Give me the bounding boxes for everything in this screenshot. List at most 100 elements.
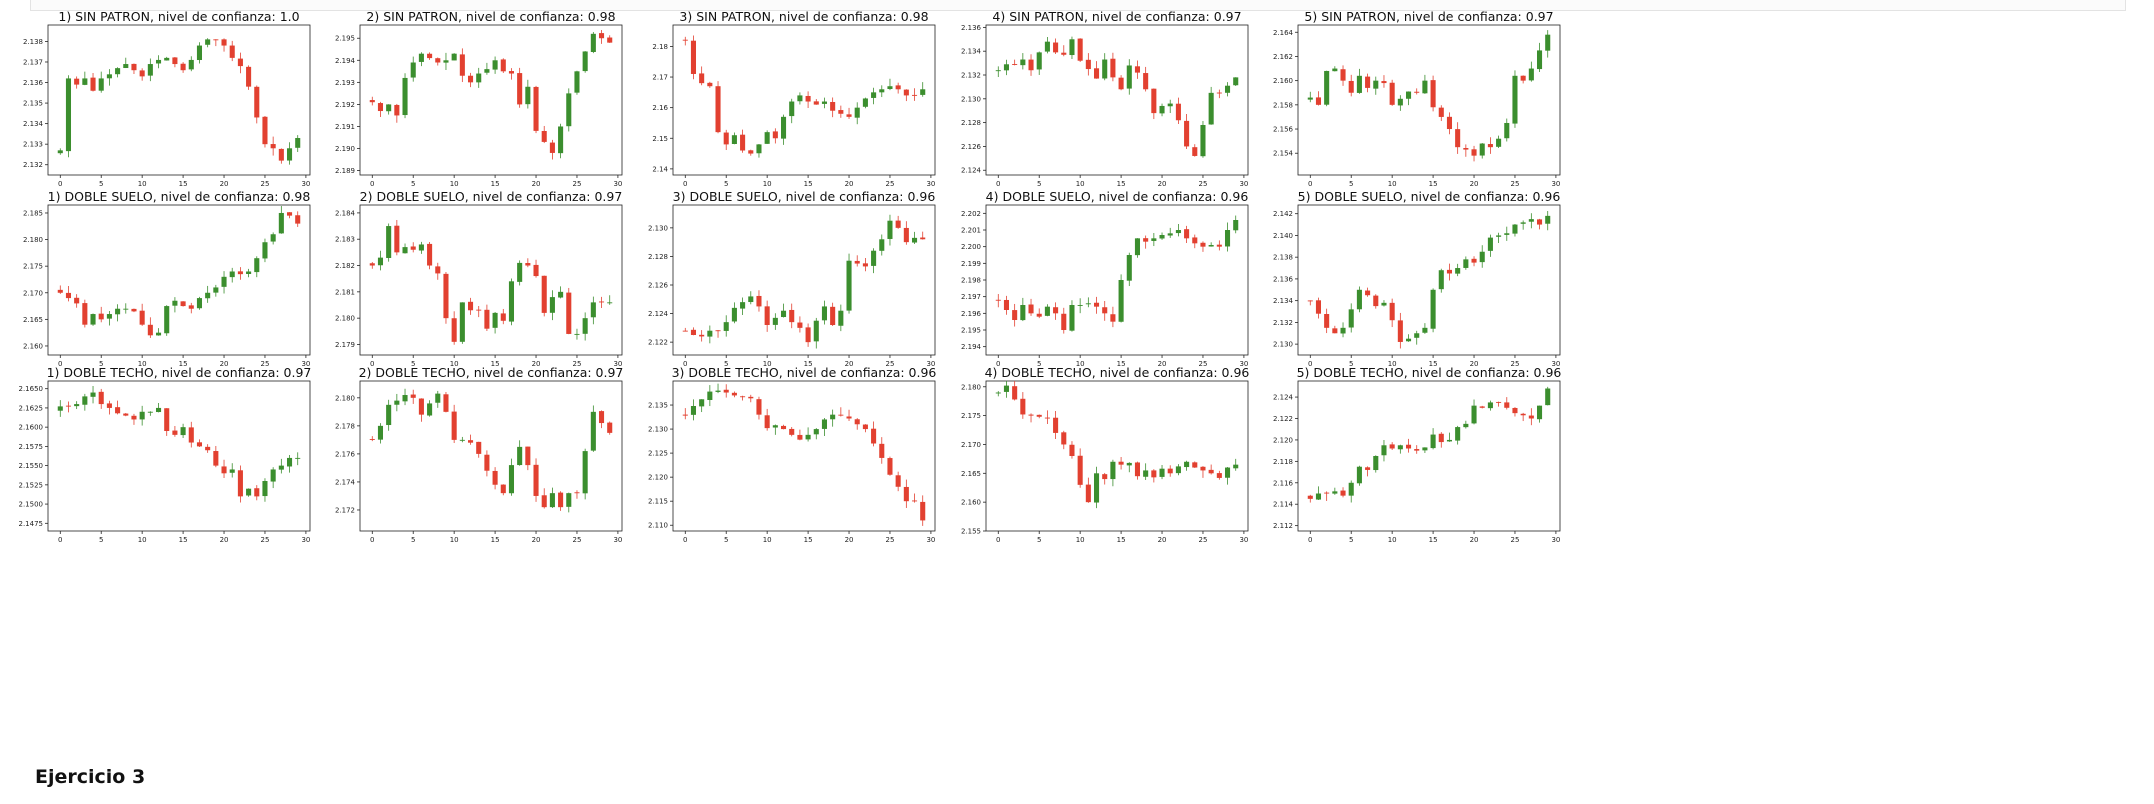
x-tick-label: 25: [261, 536, 270, 544]
candle: [196, 296, 203, 310]
x-tick-label: 10: [138, 180, 147, 188]
candle-body: [1536, 219, 1543, 225]
x-tick-label: 5: [411, 360, 415, 368]
x-tick-label: 30: [1551, 360, 1560, 368]
x-tick-label: 30: [301, 360, 310, 368]
candle-body: [1151, 88, 1157, 114]
candle-body: [566, 292, 572, 334]
candle-body: [1077, 455, 1083, 485]
candle: [139, 68, 145, 81]
candle: [196, 439, 203, 448]
candle: [1167, 227, 1173, 238]
candle-body: [598, 411, 605, 424]
candle: [1216, 89, 1222, 99]
candle-body: [887, 86, 893, 90]
candle: [278, 206, 284, 234]
candle: [715, 81, 721, 134]
candle-body: [221, 39, 227, 46]
candle-body: [221, 276, 227, 287]
candle: [1405, 438, 1412, 453]
candle: [1028, 54, 1034, 76]
x-tick-label: 10: [763, 360, 772, 368]
y-tick-label: 2.197: [961, 293, 981, 301]
candle: [723, 384, 729, 398]
candle: [871, 248, 877, 274]
candle-body: [1307, 97, 1313, 100]
candle: [549, 139, 555, 160]
candle: [707, 81, 713, 88]
candle-body: [1192, 462, 1198, 468]
candle-body: [1184, 229, 1190, 239]
candle: [221, 271, 227, 294]
candle: [508, 278, 515, 326]
candle-body: [164, 408, 170, 431]
x-tick-label: 15: [1117, 360, 1126, 368]
candle-body: [172, 57, 178, 65]
candle: [1356, 286, 1362, 313]
plot-frame: [47, 24, 311, 176]
x-tick-label: 10: [1076, 536, 1085, 544]
candle: [147, 411, 153, 416]
candle: [1085, 297, 1091, 308]
candle-body: [1143, 73, 1149, 90]
candle: [1077, 298, 1083, 314]
chart-title: 1) DOBLE SUELO, nivel de confianza: 0.98: [48, 189, 311, 204]
candle: [221, 459, 227, 479]
chart-title: 3) DOBLE TECHO, nivel de confianza: 0.96: [672, 365, 937, 380]
candle: [369, 436, 375, 442]
candle: [1504, 118, 1510, 142]
candle-body: [549, 297, 555, 313]
candle: [188, 421, 194, 448]
candle-body: [1028, 414, 1034, 416]
candle-body: [1528, 68, 1534, 81]
candle-body: [286, 457, 293, 467]
x-tick-label: 20: [1470, 180, 1479, 188]
candle: [1528, 213, 1534, 229]
y-tick-label: 2.160: [961, 499, 981, 507]
candle: [813, 317, 819, 349]
candle-body: [1167, 103, 1173, 107]
candle-body: [1069, 444, 1075, 456]
candle-body: [707, 82, 713, 87]
candle-body: [1126, 462, 1132, 466]
y-tick-label: 2.156: [1273, 126, 1294, 134]
candle: [74, 401, 80, 410]
candle-body: [1028, 59, 1034, 71]
candle: [1315, 486, 1322, 500]
candle: [1405, 91, 1412, 106]
candle: [427, 400, 433, 417]
candle: [1061, 307, 1067, 334]
candle: [82, 299, 88, 328]
candle-body: [525, 86, 531, 105]
candle-body: [862, 263, 868, 267]
candle-body: [1143, 238, 1149, 242]
candle-body: [196, 298, 203, 309]
candle-body: [484, 69, 490, 73]
candle-body: [789, 101, 795, 117]
candle-body: [1077, 38, 1083, 61]
y-tick-label: 2.132: [961, 72, 981, 80]
candle: [707, 385, 713, 407]
x-tick-label: 15: [491, 536, 500, 544]
candle-body: [707, 391, 713, 400]
y-tick-label: 2.124: [648, 310, 669, 318]
candle-body: [1471, 405, 1477, 424]
candle: [1307, 494, 1313, 503]
candle-body: [1110, 58, 1116, 78]
candle-body: [1061, 313, 1067, 330]
candle: [1159, 465, 1165, 480]
candle-body: [797, 322, 803, 328]
candle-body: [435, 58, 441, 63]
x-tick-label: 25: [886, 360, 895, 368]
x-tick-label: 15: [804, 180, 813, 188]
y-tick-label: 2.138: [23, 38, 43, 46]
candle-body: [443, 273, 449, 319]
candle-body: [467, 301, 474, 311]
candle-body: [582, 318, 588, 334]
x-tick-label: 20: [845, 360, 854, 368]
candle: [1044, 304, 1050, 317]
candle: [467, 72, 474, 88]
candle: [1389, 298, 1395, 328]
candle: [1348, 74, 1354, 97]
x-tick-label: 25: [261, 180, 270, 188]
